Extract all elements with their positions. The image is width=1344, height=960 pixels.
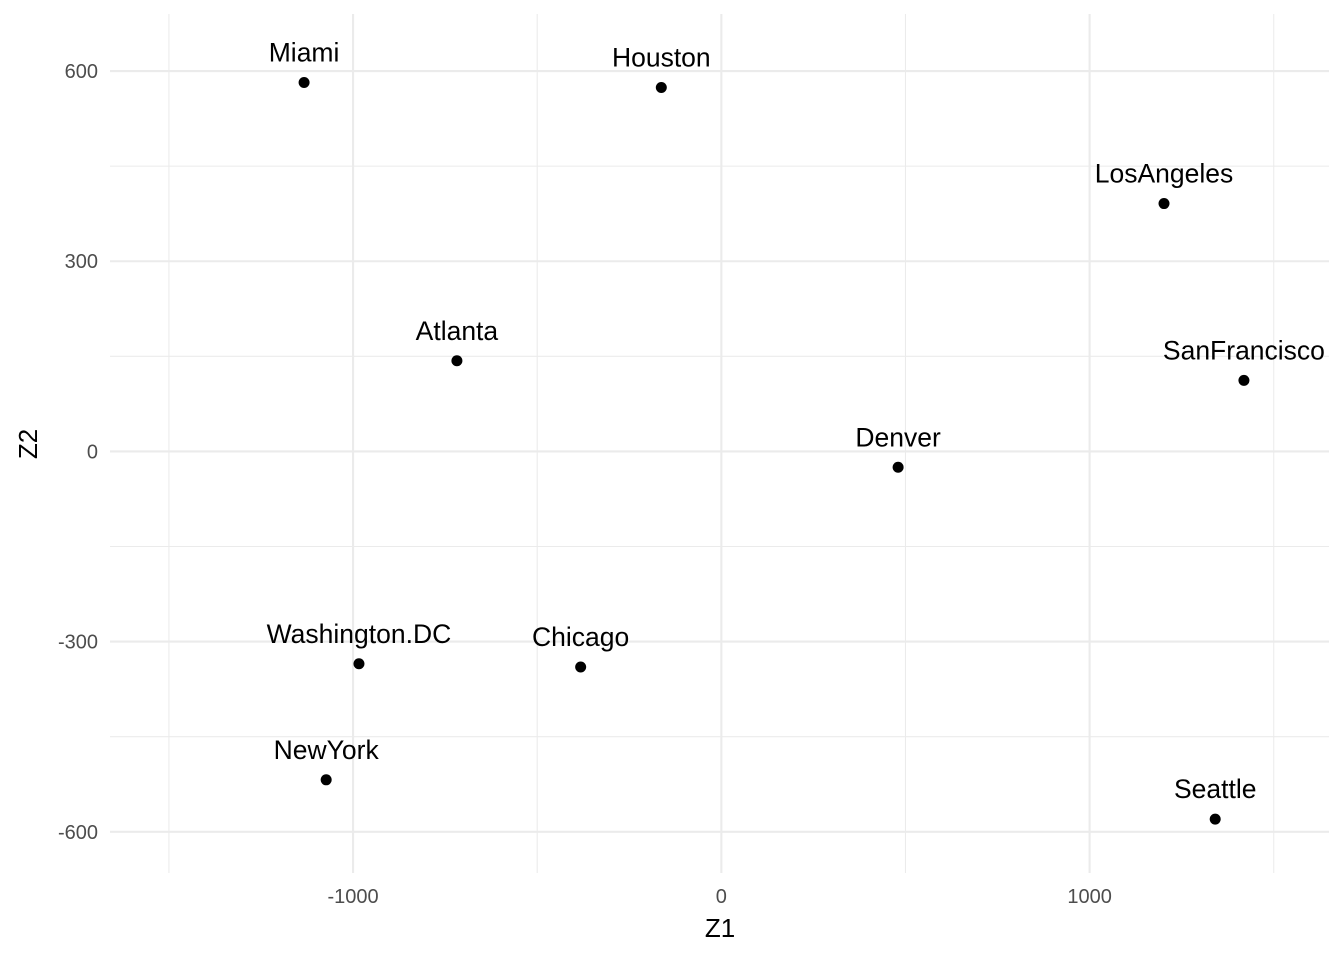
grid-lines <box>110 14 1329 873</box>
data-point <box>892 461 904 473</box>
data-point-label: Denver <box>855 422 941 452</box>
x-tick-label: -1000 <box>327 886 378 908</box>
data-point-label: NewYork <box>274 735 380 765</box>
data-point <box>353 658 365 670</box>
y-tick-label: 600 <box>65 61 98 83</box>
data-point-label: Seattle <box>1174 774 1257 804</box>
data-point <box>575 661 587 673</box>
data-point-label: Atlanta <box>416 316 499 346</box>
data-point <box>320 774 332 786</box>
data-point <box>1209 813 1221 825</box>
x-axis-title: Z1 <box>705 913 735 943</box>
data-point <box>655 82 667 94</box>
data-point-label: LosAngeles <box>1095 159 1234 189</box>
data-point-labels: Miami Houston LosAngeles Atlanta SanFrancisc… <box>267 37 1325 804</box>
y-axis-tick-labels: -600 -300 0 300 600 <box>58 61 98 844</box>
y-tick-label: -300 <box>58 632 98 654</box>
data-point <box>1158 198 1170 210</box>
y-tick-label: -600 <box>58 822 98 844</box>
data-point <box>298 76 310 88</box>
y-axis-title: Z2 <box>13 429 43 459</box>
data-point-label: Miami <box>269 37 340 67</box>
data-point-label: Washington.DC <box>267 619 452 649</box>
y-tick-label: 300 <box>65 251 98 273</box>
y-tick-label: 0 <box>87 441 98 463</box>
data-point <box>451 355 463 367</box>
data-points <box>298 76 1250 825</box>
data-point-label: Houston <box>612 43 711 73</box>
x-tick-label: 0 <box>716 886 727 908</box>
x-axis-tick-labels: -1000 0 1000 <box>327 886 1111 908</box>
data-point-label: Chicago <box>532 622 629 652</box>
data-point-label: SanFrancisco <box>1163 335 1325 365</box>
data-point <box>1238 374 1250 386</box>
x-tick-label: 1000 <box>1067 886 1112 908</box>
